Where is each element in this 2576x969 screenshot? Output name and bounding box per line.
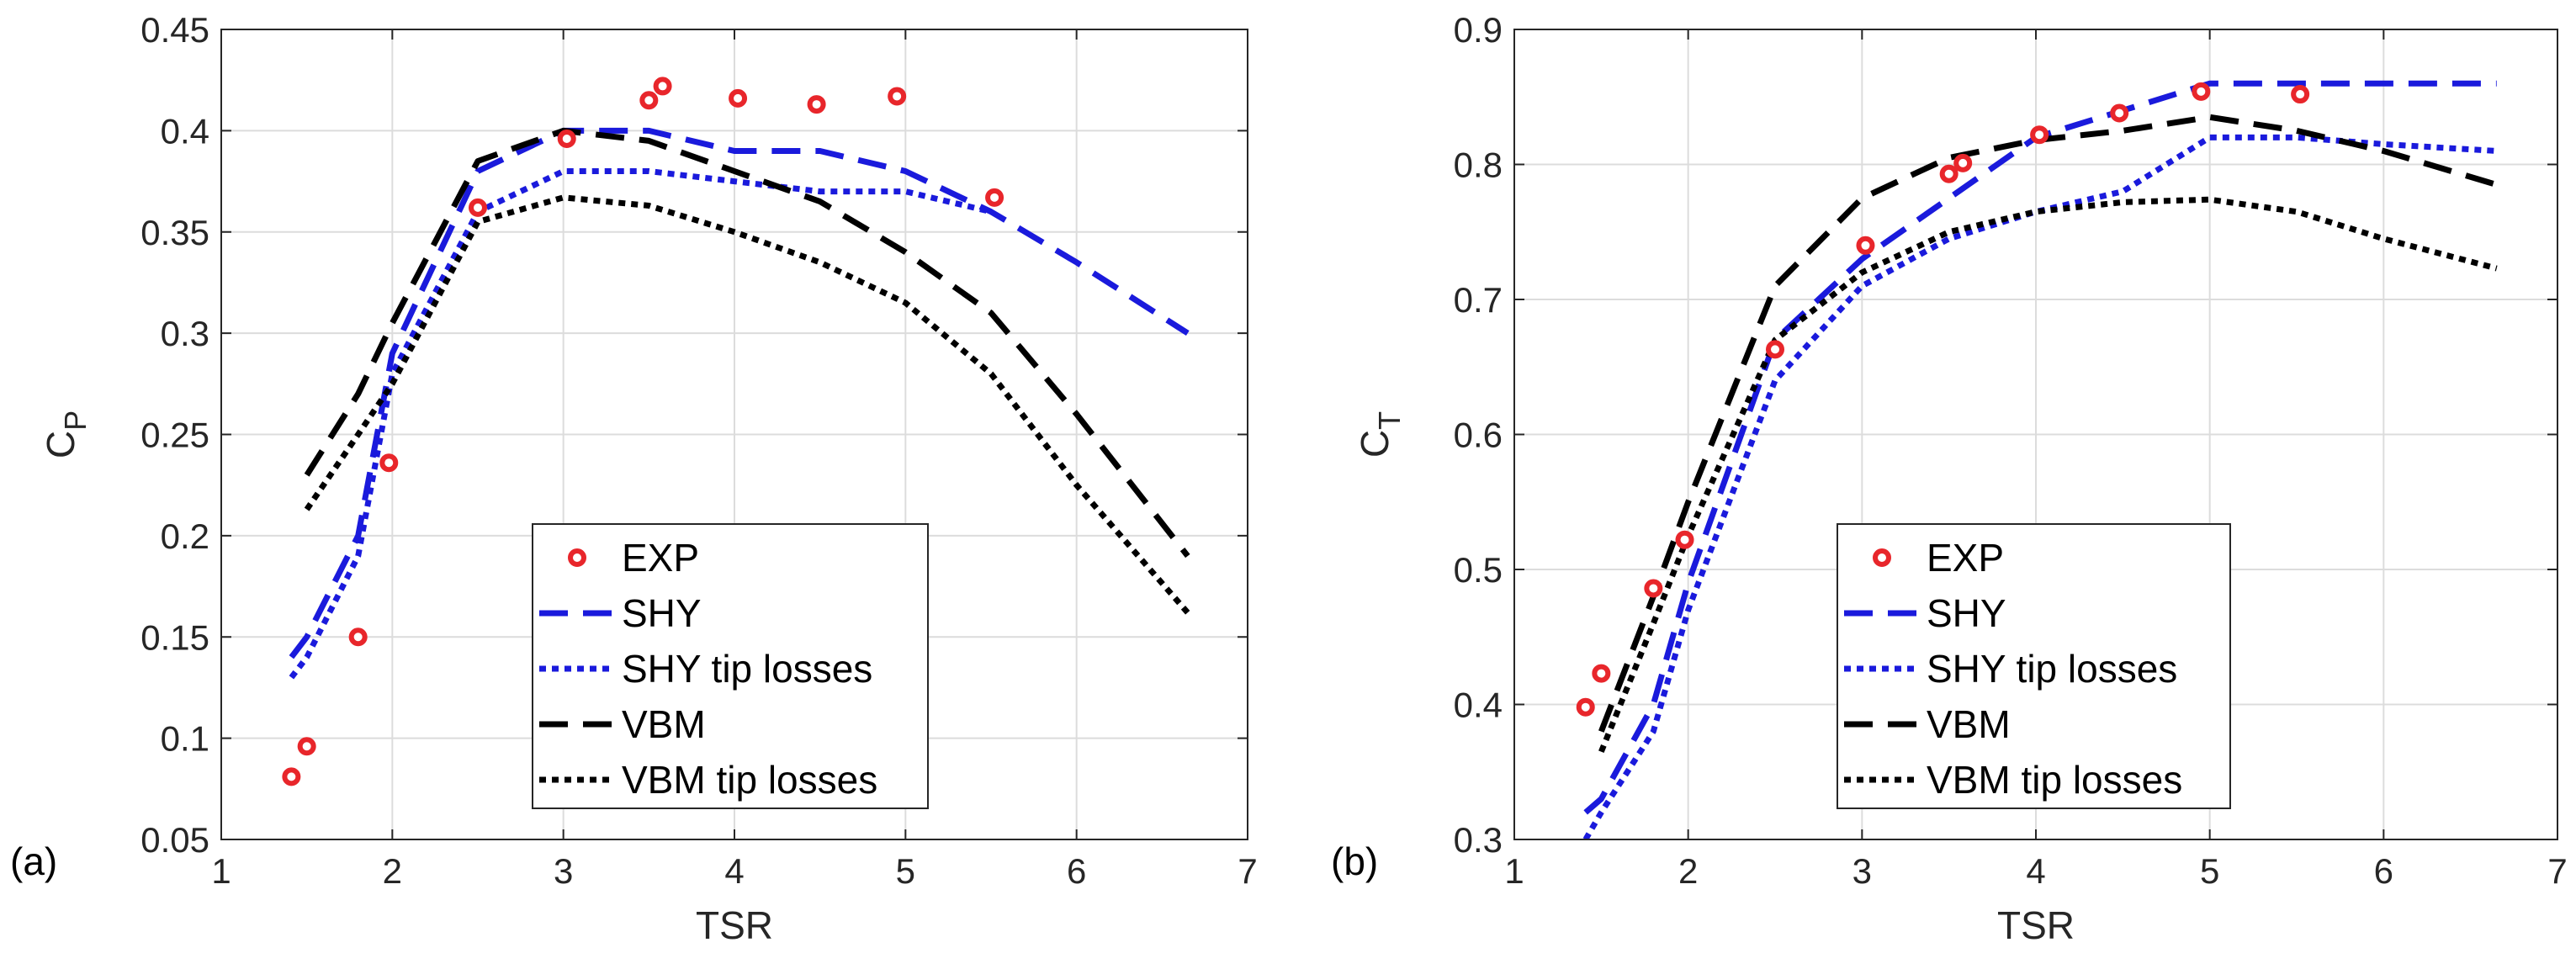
- y-tick-label: 0.3: [1454, 820, 1503, 860]
- data-point-exp: [1675, 530, 1694, 549]
- x-tick-label: 1: [1504, 851, 1524, 891]
- y-tick-label: 0.8: [1454, 146, 1503, 185]
- data-point-exp: [1592, 664, 1611, 683]
- legend-swatch: [1873, 548, 1891, 567]
- y-tick-label: 0.25: [140, 416, 209, 455]
- y-tick-label: 0.7: [1454, 280, 1503, 320]
- data-point-exp: [729, 88, 748, 108]
- data-point-exp: [888, 87, 907, 106]
- chart-panel-a: 1 2 3 4 5 6 7 0.05 0.1 0.15 0.2 0.25 0.3 0.35 0.4 0.45 T…: [10, 10, 1258, 947]
- data-point-exp: [1939, 164, 1959, 183]
- y-tick-label: 0.15: [140, 617, 209, 657]
- data-point-exp: [1953, 153, 1973, 172]
- legend-entry-label: VBM: [622, 702, 706, 746]
- series-line-vbm-tip-losses: [304, 194, 1190, 615]
- data-point-exp: [985, 188, 1004, 207]
- legend-entry-label: VBM: [1927, 702, 2011, 746]
- y-tick-label: 0.6: [1454, 416, 1503, 455]
- data-point-exp: [1644, 579, 1663, 598]
- series-line-shy: [1583, 80, 2497, 815]
- series-line-vbm: [304, 127, 1190, 559]
- y-tick-label: 0.2: [161, 516, 209, 556]
- legend-entry-label: SHY tip losses: [622, 647, 872, 691]
- data-point-exp: [297, 737, 316, 756]
- data-point-exp: [653, 77, 672, 96]
- series-line-shy: [289, 127, 1190, 659]
- panel-label: (b): [1331, 839, 1378, 883]
- x-tick-label: 5: [2200, 851, 2219, 891]
- y-tick-label: 0.5: [1454, 550, 1503, 590]
- data-point-exp: [557, 130, 576, 149]
- y-axis-label: CT: [1353, 411, 1407, 458]
- chart-panel-b: 1 2 3 4 5 6 7 0.3 0.4 0.5 0.6 0.7 0.8 0.9 TSR CT (b) EXP S…: [1331, 10, 2568, 947]
- x-tick-label: 4: [724, 851, 744, 891]
- x-tick-label: 3: [1852, 851, 1872, 891]
- data-point-exp: [2291, 85, 2310, 104]
- data-point-exp: [807, 95, 826, 114]
- legend-entry-label: SHY: [622, 591, 702, 635]
- x-tick-label: 7: [1238, 851, 1257, 891]
- x-tick-label: 2: [1678, 851, 1698, 891]
- data-point-exp: [1576, 697, 1595, 717]
- data-point-exp: [282, 767, 301, 786]
- data-point-exp: [379, 453, 399, 473]
- series-line-shy-tip-losses: [289, 168, 992, 680]
- x-tick-label: 4: [2026, 851, 2045, 891]
- x-axis-label: TSR: [696, 903, 773, 947]
- data-point-exp: [2192, 82, 2211, 101]
- series-line-vbm: [1598, 114, 2498, 733]
- legend-box: [532, 523, 929, 809]
- panel-label: (a): [10, 839, 57, 883]
- data-point-exp: [1766, 340, 1784, 359]
- data-point-exp: [2110, 103, 2129, 123]
- legend-entry-label: VBM tip losses: [1927, 758, 2182, 802]
- x-tick-label: 2: [383, 851, 402, 891]
- y-tick-label: 0.35: [140, 213, 209, 252]
- legend-swatch: [568, 548, 586, 567]
- y-tick-label: 0.1: [161, 719, 209, 759]
- legend-entry-label: EXP: [622, 536, 699, 580]
- legend-entry-label: SHY tip losses: [1927, 647, 2177, 691]
- data-point-exp: [2030, 125, 2049, 145]
- y-tick-label: 0.05: [140, 820, 209, 860]
- y-axis-label: CP: [39, 410, 93, 458]
- x-tick-label: 6: [1067, 851, 1086, 891]
- legend: EXP SHY SHY tip losses VBM VBM tip losses: [532, 523, 929, 809]
- legend-entry-label: EXP: [1927, 536, 2004, 580]
- y-tick-label: 0.4: [1454, 686, 1503, 725]
- data-point-exp: [639, 91, 659, 110]
- y-tick-label: 0.45: [140, 10, 209, 50]
- legend-box: [1837, 523, 2231, 809]
- y-tick-label: 0.3: [161, 314, 209, 353]
- x-axis-label: TSR: [1997, 903, 2075, 947]
- legend: EXP SHY SHY tip losses VBM VBM tip losses: [1837, 523, 2231, 809]
- data-point-exp: [1856, 236, 1875, 255]
- legend-entry-label: VBM tip losses: [622, 758, 877, 802]
- data-point-exp: [348, 627, 368, 647]
- series-line-vbm-tip-losses: [1598, 196, 2498, 754]
- x-tick-label: 6: [2374, 851, 2393, 891]
- x-tick-label: 5: [896, 851, 915, 891]
- series-line-shy-tip-losses: [1582, 134, 2497, 839]
- legend-entry-label: SHY: [1927, 591, 2006, 635]
- x-tick-label: 7: [2547, 851, 2567, 891]
- x-tick-label: 3: [554, 851, 573, 891]
- y-tick-label: 0.9: [1454, 10, 1503, 50]
- data-point-exp: [469, 198, 487, 217]
- y-tick-label: 0.4: [161, 111, 209, 151]
- x-tick-label: 1: [211, 851, 231, 891]
